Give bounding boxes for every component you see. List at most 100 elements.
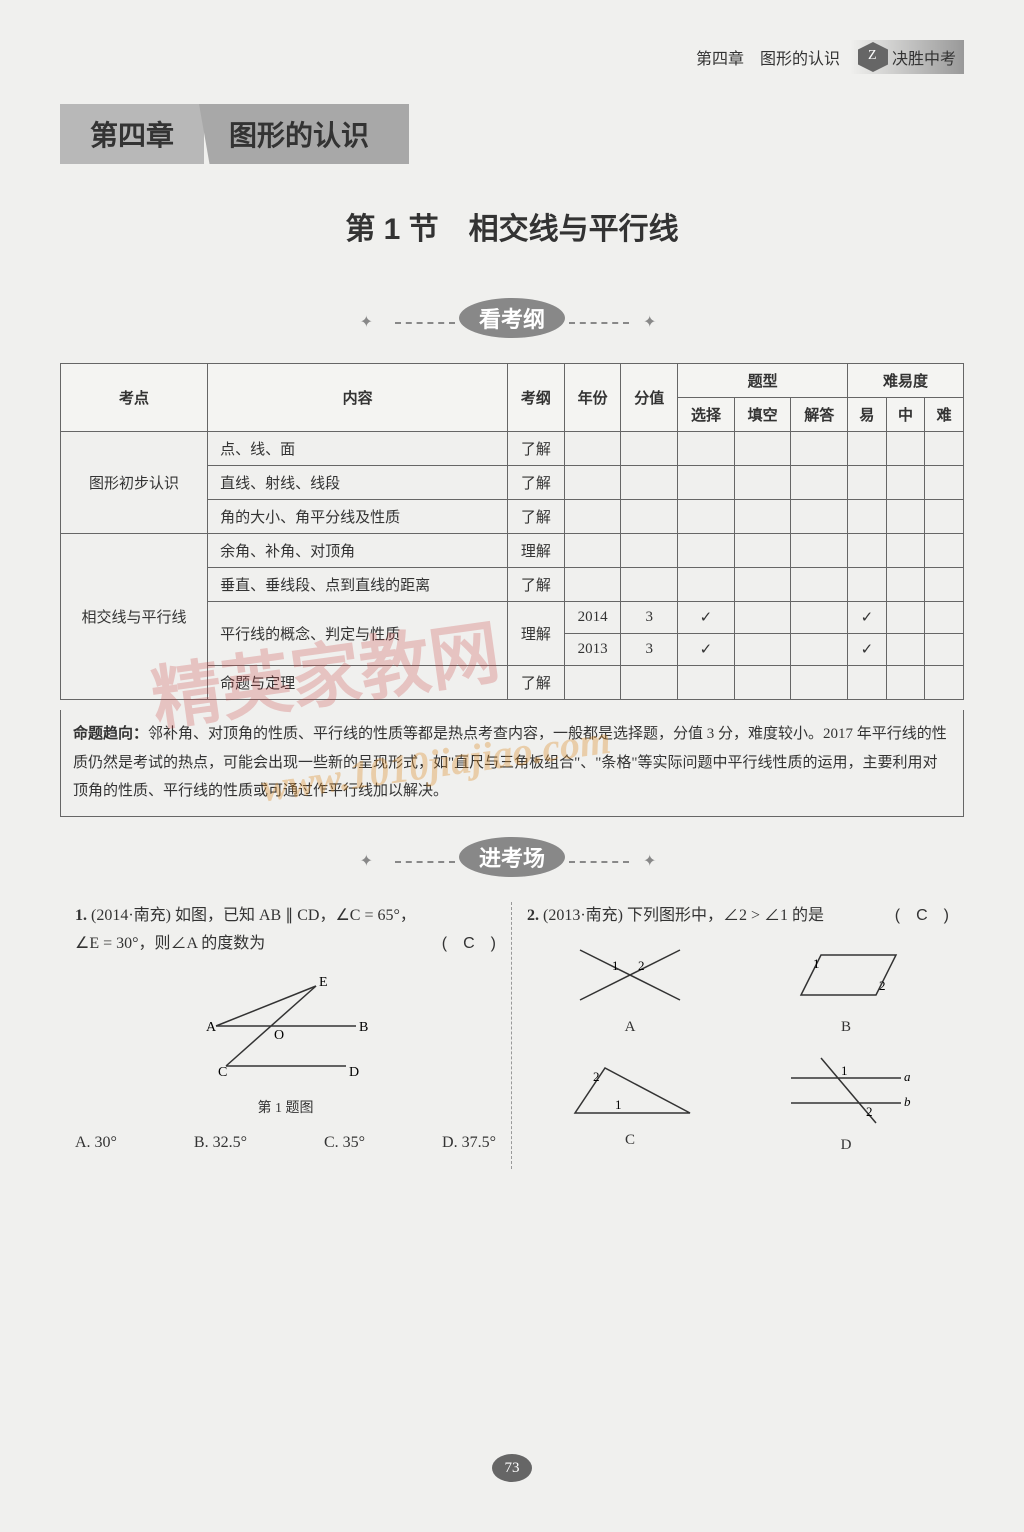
svg-text:D: D — [349, 1065, 359, 1080]
q2-diagram-c-icon: 2 1 — [560, 1053, 700, 1123]
th-nianfen: 年份 — [564, 364, 621, 432]
brand-badge: 决胜中考 — [850, 40, 964, 74]
svg-text:2: 2 — [638, 958, 645, 973]
th-neirong: 内容 — [208, 364, 508, 432]
svg-text:B: B — [359, 1020, 368, 1035]
cell-level: 理解 — [508, 534, 565, 568]
q2-num: 2. — [527, 907, 539, 924]
q1-options: A. 30° B. 32.5° C. 35° D. 37.5° — [75, 1129, 496, 1158]
th-nan: 难 — [925, 398, 964, 432]
trend-label: 命题趋向： — [73, 726, 148, 742]
q1-caption: 第 1 题图 — [75, 1096, 496, 1121]
th-zhong: 中 — [886, 398, 925, 432]
question-1: 1. (2014·南充) 如图，已知 AB ∥ CD，∠C = 65°， ∠E … — [60, 902, 512, 1170]
th-kaogang: 考纲 — [508, 364, 565, 432]
q1-stem-b: ∠E = 30°，则∠A 的度数为 — [75, 935, 265, 952]
th-nanyidu: 难易度 — [848, 364, 964, 398]
th-yi: 易 — [848, 398, 887, 432]
section-title: 第 1 节 相交线与平行线 — [60, 204, 964, 248]
svg-text:C: C — [218, 1065, 227, 1080]
svg-text:A: A — [206, 1020, 217, 1035]
cell-year: 2013 — [564, 634, 621, 666]
q1-opt-a: A. 30° — [75, 1129, 117, 1158]
table-row: 相交线与平行线 余角、补角、对顶角 理解 — [61, 534, 964, 568]
chapter-banner: 第四章 图形的认识 — [60, 104, 964, 164]
cell-content: 平行线的概念、判定与性质 — [208, 602, 508, 666]
badge-kaochang: 进考场 — [459, 837, 565, 877]
chapter-title: 图形的认识 — [199, 104, 409, 164]
th-jieda: 解答 — [791, 398, 848, 432]
cell-content: 直线、射线、线段 — [208, 466, 508, 500]
svg-text:2: 2 — [879, 978, 886, 993]
q1-answer: ( C ) — [442, 930, 496, 959]
cell-content: 命题与定理 — [208, 666, 508, 700]
brand-text: 决胜中考 — [892, 45, 956, 69]
trend-text: 邻补角、对顶角的性质、平行线的性质等都是热点考查内容，一般都是选择题，分值 3 … — [73, 726, 947, 799]
brand-emblem-icon — [858, 42, 888, 72]
svg-text:1: 1 — [612, 958, 619, 973]
cell-content: 角的大小、角平分线及性质 — [208, 500, 508, 534]
badge-kaochang-wrap: 进考场 — [60, 837, 964, 877]
badge-kaogang-wrap: 看考纲 — [60, 298, 964, 338]
group1-label: 图形初步认识 — [61, 432, 208, 534]
cell-level: 了解 — [508, 666, 565, 700]
header-chapter-ref: 第四章 图形的认识 — [696, 45, 840, 69]
th-fenzhi: 分值 — [621, 364, 678, 432]
cell-check: ✓ — [678, 602, 735, 634]
syllabus-table: 考点 内容 考纲 年份 分值 题型 难易度 选择 填空 解答 易 中 难 图形初… — [60, 363, 964, 700]
q1-opt-c: C. 35° — [324, 1129, 365, 1158]
chapter-number: 第四章 — [60, 104, 204, 164]
svg-text:2: 2 — [866, 1104, 873, 1119]
q1-source: (2014·南充) — [91, 907, 171, 924]
q2-figures: 1 2 A 1 2 B 2 1 C — [537, 940, 939, 1159]
cell-check: ✓ — [848, 602, 887, 634]
svg-text:O: O — [274, 1028, 284, 1043]
q2-source: (2013·南充) — [543, 907, 623, 924]
q2-fig-d: 1 2 a b D — [753, 1053, 939, 1159]
svg-text:1: 1 — [813, 956, 820, 971]
q2-diagram-a-icon: 1 2 — [570, 940, 690, 1010]
table-row: 图形初步认识 点、线、面 了解 — [61, 432, 964, 466]
page-header: 第四章 图形的认识 决胜中考 — [60, 40, 964, 74]
q1-diagram-icon: A B C D E O — [196, 971, 376, 1081]
svg-text:1: 1 — [615, 1097, 622, 1112]
q1-stem-a: 如图，已知 AB ∥ CD，∠C = 65°， — [175, 907, 416, 924]
q1-figure: A B C D E O 第 1 题图 — [75, 971, 496, 1121]
cell-content: 点、线、面 — [208, 432, 508, 466]
q2-fig-c: 2 1 C — [537, 1053, 723, 1159]
cell-level: 了解 — [508, 432, 565, 466]
cell-check: ✓ — [848, 634, 887, 666]
svg-text:2: 2 — [593, 1069, 600, 1084]
trend-box: 命题趋向：邻补角、对顶角的性质、平行线的性质等都是热点考查内容，一般都是选择题，… — [60, 710, 964, 817]
cell-level: 了解 — [508, 568, 565, 602]
cell-level: 理解 — [508, 602, 565, 666]
page-number: 73 — [492, 1454, 532, 1482]
cell-content: 垂直、垂线段、点到直线的距离 — [208, 568, 508, 602]
th-xuanze: 选择 — [678, 398, 735, 432]
q1-opt-b: B. 32.5° — [194, 1129, 247, 1158]
q2-diagram-d-icon: 1 2 a b — [781, 1053, 911, 1128]
q2-diagram-b-icon: 1 2 — [781, 940, 911, 1010]
group2-label: 相交线与平行线 — [61, 534, 208, 700]
cell-content: 余角、补角、对顶角 — [208, 534, 508, 568]
svg-text:b: b — [904, 1094, 911, 1109]
svg-text:1: 1 — [841, 1063, 848, 1078]
cell-check: ✓ — [678, 634, 735, 666]
questions-area: 1. (2014·南充) 如图，已知 AB ∥ CD，∠C = 65°， ∠E … — [60, 902, 964, 1170]
svg-text:E: E — [319, 975, 328, 990]
cell-score: 3 — [621, 602, 678, 634]
svg-text:a: a — [904, 1069, 911, 1084]
q2-label-a: A — [537, 1014, 723, 1041]
q2-label-c: C — [537, 1127, 723, 1154]
q2-label-b: B — [753, 1014, 939, 1041]
cell-level: 了解 — [508, 466, 565, 500]
q2-stem: 下列图形中，∠2 > ∠1 的是 — [627, 907, 824, 924]
q1-opt-d: D. 37.5° — [442, 1129, 496, 1158]
cell-level: 了解 — [508, 500, 565, 534]
question-2: 2. (2013·南充) 下列图形中，∠2 > ∠1 的是 ( C ) 1 2 … — [512, 902, 964, 1170]
badge-kaogang: 看考纲 — [459, 298, 565, 338]
q2-answer: ( C ) — [895, 902, 949, 931]
th-tiankong: 填空 — [734, 398, 791, 432]
cell-score: 3 — [621, 634, 678, 666]
q2-fig-a: 1 2 A — [537, 940, 723, 1041]
